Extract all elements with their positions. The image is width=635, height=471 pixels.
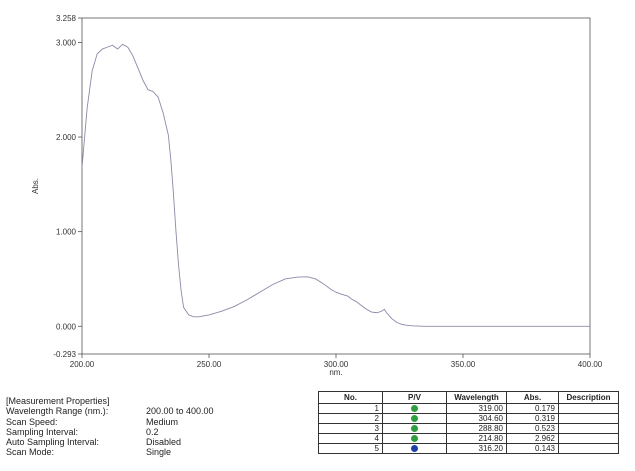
x-tick-label: 300.00 xyxy=(324,360,349,369)
x-axis-title: nm. xyxy=(329,368,342,377)
measurement-property-row: Wavelength Range (nm.): 200.00 to 400.00 xyxy=(6,406,306,416)
measurement-property-row: Scan Mode: Single xyxy=(6,447,306,457)
property-label: Scan Mode: xyxy=(6,447,55,458)
cell-abs: 0.143 xyxy=(506,443,559,454)
x-tick-label: 250.00 xyxy=(197,360,222,369)
cell-description xyxy=(558,403,619,414)
cell-no: 2 xyxy=(318,413,383,424)
cell-abs: 0.319 xyxy=(506,413,559,424)
property-label: Wavelength Range (nm.): xyxy=(6,406,109,417)
y-tick-label: 3.000 xyxy=(56,38,77,47)
cell-no: 4 xyxy=(318,433,383,444)
y-tick-label: 3.258 xyxy=(56,14,77,23)
cell-wavelength: 304.60 xyxy=(446,413,507,424)
cell-description xyxy=(558,433,619,444)
peak-table-header-row: No. P/V Wavelength Abs. Description xyxy=(318,391,619,404)
y-axis-ticks: 3.258 3.000 2.000 1.000 0.000 -0.293 xyxy=(53,14,82,359)
table-row: 4 214.80 2.962 xyxy=(318,433,619,444)
y-tick-label: -0.293 xyxy=(53,350,76,359)
x-axis-ticks: 200.00 250.00 300.00 350.00 400.00 xyxy=(70,354,603,369)
plot-area xyxy=(81,17,591,355)
property-value: Disabled xyxy=(146,437,182,448)
cell-pv xyxy=(382,423,447,434)
cell-abs: 0.179 xyxy=(506,403,559,414)
y-tick-label: 2.000 xyxy=(56,133,77,142)
property-value: 0.2 xyxy=(146,426,159,437)
x-tick-label: 400.00 xyxy=(578,360,603,369)
measurement-property-row: Sampling Interval: 0.2 xyxy=(6,427,306,437)
cell-pv xyxy=(382,413,447,424)
header-description: Description xyxy=(558,391,619,404)
peak-icon xyxy=(411,435,418,443)
table-row: 2 304.60 0.319 xyxy=(318,413,619,424)
header-no: No. xyxy=(318,391,383,404)
property-value: 200.00 to 400.00 xyxy=(146,406,214,417)
measurement-property-row: Auto Sampling Interval: Disabled xyxy=(6,437,306,447)
cell-description xyxy=(558,443,619,454)
y-tick-label: 0.000 xyxy=(56,322,77,331)
measurement-properties-rows: Wavelength Range (nm.): 200.00 to 400.00 S… xyxy=(6,406,306,457)
peak-icon xyxy=(411,415,418,423)
table-row: 3 288.80 0.523 xyxy=(318,423,619,434)
table-row: 5 316.20 0.143 xyxy=(318,443,619,454)
cell-wavelength: 319.00 xyxy=(446,403,507,414)
x-tick-label: 350.00 xyxy=(451,360,476,369)
peak-icon xyxy=(411,405,418,413)
cell-no: 5 xyxy=(318,443,383,454)
measurement-properties-heading: [Measurement Properties] xyxy=(6,396,110,406)
valley-icon xyxy=(411,445,418,453)
x-tick-label: 200.00 xyxy=(70,360,95,369)
cell-abs: 0.523 xyxy=(506,423,559,434)
property-value: Single xyxy=(146,447,172,458)
property-label: Scan Speed: xyxy=(6,416,58,427)
y-axis-title: Abs. xyxy=(31,178,40,194)
cell-wavelength: 214.80 xyxy=(446,433,507,444)
cell-pv xyxy=(382,403,447,414)
header-wavelength: Wavelength xyxy=(446,391,507,404)
cell-wavelength: 316.20 xyxy=(446,443,507,454)
peak-icon xyxy=(411,425,418,433)
spectrum-chart: 3.258 3.000 2.000 1.000 0.000 -0.293 200.00 25… xyxy=(31,14,603,377)
cell-no: 3 xyxy=(318,423,383,434)
table-row: 1 319.00 0.179 xyxy=(318,403,619,414)
measurement-property-row: Scan Speed: Medium xyxy=(6,417,306,427)
cell-no: 1 xyxy=(318,403,383,414)
cell-pv xyxy=(382,433,447,444)
header-pv: P/V xyxy=(382,391,447,404)
y-tick-label: 1.000 xyxy=(56,228,77,237)
cell-wavelength: 288.80 xyxy=(446,423,507,434)
property-value: Medium xyxy=(146,416,179,427)
peak-table: No. P/V Wavelength Abs. Description 1 319… xyxy=(318,391,619,454)
cell-abs: 2.962 xyxy=(506,433,559,444)
cell-pv xyxy=(382,443,447,454)
cell-description xyxy=(558,423,619,434)
property-label: Sampling Interval: xyxy=(6,426,79,437)
measurement-properties: [Measurement Properties] Wavelength Rang… xyxy=(6,396,306,458)
header-abs: Abs. xyxy=(506,391,559,404)
property-label: Auto Sampling Interval: xyxy=(6,437,100,448)
cell-description xyxy=(558,413,619,424)
absorbance-series-line xyxy=(81,43,590,327)
